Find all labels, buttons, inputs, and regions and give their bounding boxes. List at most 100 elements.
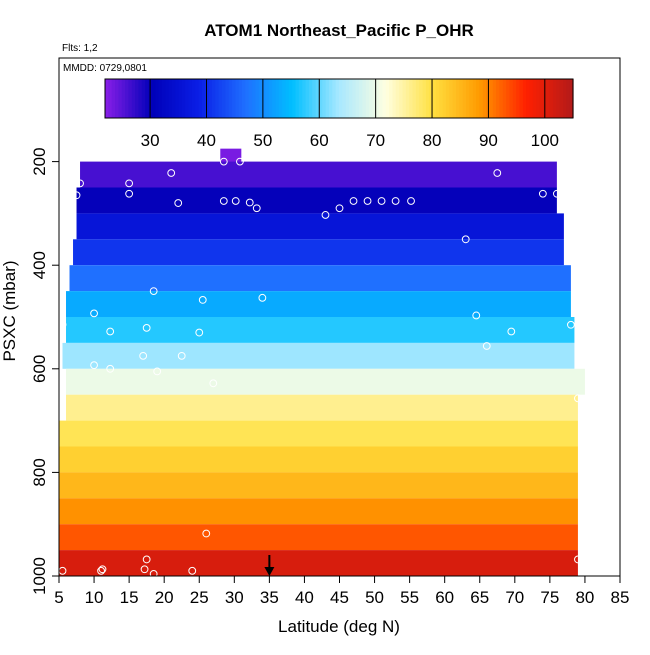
colorbar-swatch — [325, 79, 330, 118]
x-tick-label: 25 — [190, 588, 209, 607]
y-tick-label: 200 — [30, 147, 49, 175]
colorbar-swatch — [456, 79, 460, 118]
x-tick-label: 80 — [575, 588, 594, 607]
colorbar-swatch — [422, 79, 427, 118]
x-tick-label: 15 — [120, 588, 139, 607]
colorbar-swatch — [208, 79, 213, 118]
observation-point — [349, 197, 358, 205]
colorbar-swatch — [569, 79, 574, 118]
colorbar-swatch — [419, 79, 424, 118]
heatmap-cell — [73, 239, 564, 266]
colorbar-swatch — [292, 79, 297, 118]
x-tick-label: 50 — [365, 588, 384, 607]
heatmap-cell — [59, 420, 578, 447]
observation-point — [538, 189, 547, 198]
colorbar-swatch — [459, 79, 464, 118]
colorbar: 30 40 50 60 70 80 90 100 — [104, 78, 574, 150]
colorbar-swatch — [482, 79, 487, 118]
observation-points — [59, 157, 582, 576]
observation-point — [258, 293, 267, 302]
observation-point — [219, 197, 228, 205]
colorbar-swatch — [339, 79, 343, 118]
observation-point — [472, 311, 481, 320]
observation-point — [97, 566, 105, 575]
observation-point — [139, 351, 148, 360]
observation-point — [177, 351, 186, 360]
colorbar-swatch — [288, 79, 293, 118]
observation-point — [142, 323, 151, 332]
colorbar-swatch — [499, 79, 504, 118]
colorbar-swatch — [181, 79, 186, 118]
colorbar-swatch — [168, 79, 173, 118]
colorbar-swatch — [415, 79, 420, 118]
colorbar-swatch — [211, 79, 216, 118]
colorbar-swatch — [405, 79, 410, 118]
colorbar-swatch — [165, 79, 170, 118]
observation-point — [149, 287, 158, 296]
colorbar-tick-label: 100 — [531, 131, 559, 150]
x-tick-label: 10 — [85, 588, 104, 607]
colorbar-swatch — [298, 79, 303, 118]
colorbar-swatch — [516, 79, 521, 118]
colorbar-swatch — [412, 79, 417, 118]
colorbar-swatch — [439, 79, 444, 118]
observation-point — [245, 198, 254, 207]
x-axis-label: Latitude (deg N) — [278, 617, 400, 636]
colorbar-swatch — [262, 79, 267, 118]
colorbar-swatch — [402, 79, 407, 118]
heatmap-layers — [59, 148, 585, 576]
colorbar-swatch — [432, 79, 437, 118]
observation-point — [507, 327, 516, 336]
colorbar-swatch — [369, 79, 374, 118]
colorbar-swatch — [302, 79, 307, 118]
colorbar-swatch — [118, 79, 123, 118]
colorbar-swatch — [278, 79, 283, 118]
y-tick-label: 800 — [30, 458, 49, 486]
heatmap-cell — [66, 394, 578, 421]
colorbar-swatch — [502, 79, 507, 118]
colorbar-swatch — [105, 79, 109, 118]
colorbar-swatch — [285, 79, 290, 118]
colorbar-swatch — [435, 79, 440, 118]
y-tick-label: 1000 — [30, 557, 49, 595]
colorbar-swatch — [469, 79, 474, 118]
colorbar-swatch — [506, 79, 511, 118]
observation-point — [236, 157, 244, 166]
colorbar-swatch — [255, 79, 260, 118]
colorbar-swatch — [539, 79, 544, 118]
colorbar-swatch — [108, 79, 113, 118]
heatmap-cell — [76, 187, 557, 214]
colorbar-swatch — [245, 79, 250, 118]
x-tick-label: 40 — [295, 588, 314, 607]
colorbar-swatch — [315, 79, 320, 118]
observation-point — [252, 204, 261, 213]
heatmap-cell — [59, 498, 578, 525]
observation-point — [482, 342, 491, 350]
colorbar-frame — [104, 78, 574, 119]
x-tick-label: 75 — [540, 588, 559, 607]
colorbar-swatch — [529, 79, 534, 118]
date-note: MMDD: 0729,0801 — [63, 63, 147, 74]
colorbar-swatch — [215, 79, 220, 118]
colorbar-swatch — [442, 79, 447, 118]
colorbar-swatch — [282, 79, 287, 118]
observation-point — [377, 197, 386, 205]
colorbar-swatch — [385, 79, 390, 118]
x-tick-label: 55 — [400, 588, 419, 607]
colorbar-swatch — [322, 79, 327, 118]
y-axis-label: PSXC (mbar) — [0, 260, 19, 361]
colorbar-swatch — [372, 79, 377, 118]
colorbar-swatch — [275, 79, 280, 118]
colorbar-swatch — [522, 79, 527, 118]
colorbar-swatch — [151, 79, 156, 118]
colorbar-swatch — [462, 79, 467, 118]
colorbar-swatch — [238, 79, 243, 118]
colorbar-tick-label: 80 — [423, 131, 442, 150]
colorbar-swatch — [248, 79, 253, 118]
observation-point — [407, 197, 415, 205]
heatmap-cell — [66, 368, 585, 395]
colorbar-swatch — [392, 79, 397, 118]
observation-point — [149, 570, 158, 576]
colorbar-swatch — [342, 79, 347, 118]
